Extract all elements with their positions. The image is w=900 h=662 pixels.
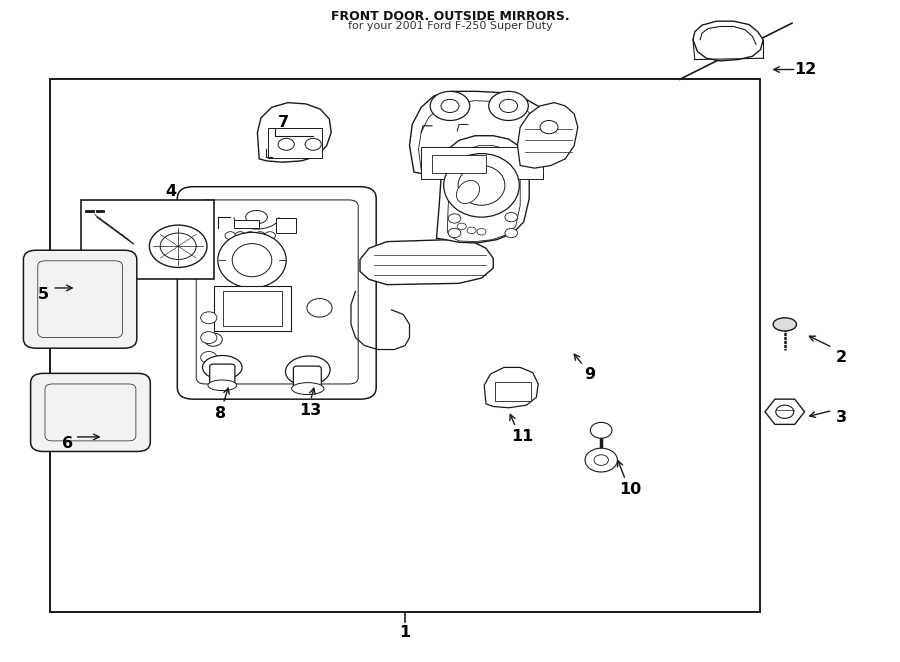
Bar	[81, 200, 214, 279]
Ellipse shape	[245, 232, 256, 240]
Bar	[276, 218, 296, 233]
Ellipse shape	[235, 232, 246, 240]
Ellipse shape	[225, 232, 236, 240]
Text: 12: 12	[795, 62, 816, 77]
Ellipse shape	[255, 232, 266, 240]
Ellipse shape	[236, 242, 245, 248]
Text: FRONT DOOR. OUTSIDE MIRRORS.: FRONT DOOR. OUTSIDE MIRRORS.	[330, 10, 570, 23]
Ellipse shape	[456, 181, 480, 203]
Polygon shape	[436, 136, 529, 243]
Ellipse shape	[307, 299, 332, 317]
Ellipse shape	[585, 448, 617, 472]
Ellipse shape	[773, 318, 796, 331]
Ellipse shape	[776, 405, 794, 418]
FancyBboxPatch shape	[293, 366, 321, 390]
Ellipse shape	[505, 213, 518, 222]
Ellipse shape	[457, 223, 466, 230]
Bar	[223, 291, 282, 326]
Ellipse shape	[444, 154, 519, 217]
Polygon shape	[257, 103, 331, 162]
Ellipse shape	[505, 228, 518, 238]
Bar	[50, 79, 760, 612]
Ellipse shape	[590, 422, 612, 438]
Ellipse shape	[441, 99, 459, 113]
Text: 9: 9	[584, 367, 595, 381]
Ellipse shape	[232, 244, 272, 277]
Ellipse shape	[467, 227, 476, 234]
Bar	[432, 155, 486, 173]
Ellipse shape	[226, 242, 235, 248]
Bar	[421, 147, 543, 179]
Ellipse shape	[458, 166, 505, 205]
FancyBboxPatch shape	[177, 187, 376, 399]
Ellipse shape	[540, 120, 558, 134]
Polygon shape	[484, 367, 538, 408]
Text: 11: 11	[511, 430, 533, 444]
Text: 1: 1	[400, 625, 410, 639]
Ellipse shape	[201, 312, 217, 324]
Bar	[234, 220, 259, 228]
Ellipse shape	[278, 138, 294, 150]
Ellipse shape	[218, 232, 286, 288]
Text: 5: 5	[38, 287, 49, 302]
Ellipse shape	[246, 242, 255, 248]
Ellipse shape	[500, 99, 518, 113]
Ellipse shape	[201, 352, 217, 363]
Ellipse shape	[285, 356, 330, 385]
Text: 7: 7	[278, 115, 289, 130]
Bar	[268, 128, 322, 158]
Bar	[214, 286, 291, 331]
FancyBboxPatch shape	[210, 364, 235, 387]
Ellipse shape	[305, 138, 321, 150]
Ellipse shape	[265, 232, 275, 240]
Ellipse shape	[208, 380, 237, 391]
Text: 8: 8	[215, 406, 226, 421]
Ellipse shape	[594, 455, 608, 465]
Ellipse shape	[489, 91, 528, 120]
Text: 3: 3	[836, 410, 847, 424]
Text: 4: 4	[166, 185, 176, 199]
Polygon shape	[518, 103, 578, 168]
Ellipse shape	[149, 225, 207, 267]
Ellipse shape	[204, 333, 222, 346]
Text: 13: 13	[300, 403, 321, 418]
Bar	[495, 382, 531, 401]
Ellipse shape	[430, 91, 470, 120]
Polygon shape	[693, 21, 763, 61]
FancyBboxPatch shape	[23, 250, 137, 348]
Text: for your 2001 Ford F-250 Super Duty: for your 2001 Ford F-250 Super Duty	[347, 21, 553, 31]
Ellipse shape	[448, 214, 461, 223]
Ellipse shape	[201, 332, 217, 344]
Text: 10: 10	[619, 483, 641, 497]
FancyBboxPatch shape	[31, 373, 150, 451]
Ellipse shape	[477, 228, 486, 235]
Ellipse shape	[202, 355, 242, 379]
Text: 6: 6	[62, 436, 73, 451]
Ellipse shape	[292, 383, 324, 395]
Ellipse shape	[448, 228, 461, 238]
Ellipse shape	[160, 233, 196, 260]
Polygon shape	[360, 240, 493, 285]
Polygon shape	[410, 91, 553, 181]
Text: 2: 2	[836, 350, 847, 365]
